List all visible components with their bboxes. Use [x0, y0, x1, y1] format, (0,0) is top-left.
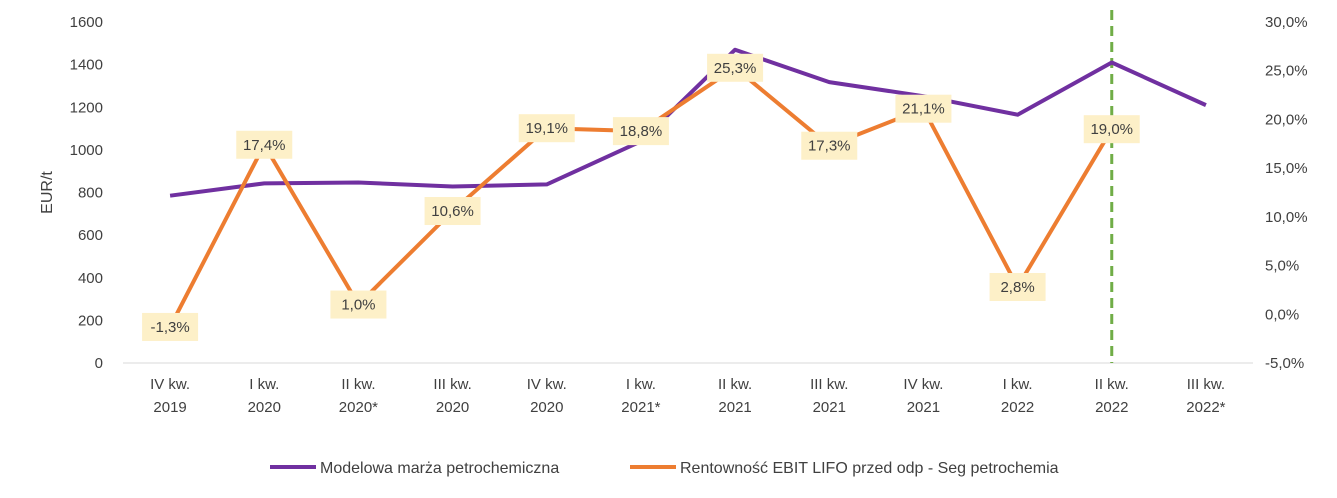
- data-label: 10,6%: [431, 203, 474, 220]
- data-label: 1,0%: [341, 297, 375, 314]
- data-label-box: [612, 117, 669, 146]
- y2-tick-label: 10,0%: [1265, 209, 1308, 226]
- y2-tick-label: 25,0%: [1265, 63, 1308, 80]
- data-label: 19,0%: [1090, 121, 1133, 138]
- y2-axis-ticks: -5,0% 0,0% 5,0% 10,0% 15,0% 20,0% 25,0% 30,0%: [1265, 14, 1308, 372]
- data-label: -1,3%: [150, 319, 189, 336]
- x-tick-label: I kw. 2020: [248, 376, 281, 416]
- y2-tick-label: -5,0%: [1265, 355, 1304, 372]
- data-label-box: [142, 312, 199, 341]
- legend: Modelowa marża petrochemiczna Rentowność…: [270, 460, 1059, 477]
- y-tick-label: 1400: [70, 57, 103, 74]
- data-label-box: [801, 131, 858, 160]
- legend-label-rentownosc: Rentowność EBIT LIFO przed odp - Seg pet…: [680, 460, 1059, 477]
- y2-tick-label: 15,0%: [1265, 160, 1308, 177]
- data-label: 21,1%: [902, 101, 945, 118]
- data-label: 18,8%: [620, 123, 663, 140]
- y2-tick-label: 20,0%: [1265, 111, 1308, 128]
- data-label-box: [424, 197, 481, 226]
- y-tick-label: 800: [78, 185, 103, 202]
- y-tick-label: 400: [78, 270, 103, 287]
- x-tick-label: I kw. 2022: [1001, 376, 1034, 416]
- data-label: 2,8%: [1000, 279, 1034, 296]
- x-tick-label: III kw. 2022*: [1186, 376, 1225, 416]
- data-label-box: [236, 130, 293, 159]
- y2-tick-label: 5,0%: [1265, 258, 1299, 275]
- series-line-marza: [169, 47, 1207, 198]
- x-tick-label: IV kw. 2020: [527, 376, 567, 416]
- x-tick-label: I kw. 2021*: [621, 376, 660, 416]
- x-tick-label: IV kw. 2019: [150, 376, 190, 416]
- y-tick-label: 0: [95, 355, 103, 372]
- data-label-box: [989, 273, 1046, 302]
- y2-tick-label: 0,0%: [1265, 306, 1299, 323]
- y-axis-ticks: 0 200 400 600 800 1000 1200 1400 1600: [70, 14, 103, 372]
- y-axis-title: EUR/t: [39, 171, 56, 214]
- x-tick-label: II kw. 2021: [718, 376, 752, 416]
- data-label: 17,3%: [808, 138, 851, 155]
- x-axis-ticks: IV kw. 2019 I kw. 2020 II kw. 2020* III kw. 202…: [150, 376, 1226, 416]
- x-tick-label: II kw. 2020*: [339, 376, 378, 416]
- x-tick-label: IV kw. 2021: [903, 376, 943, 416]
- y-tick-label: 1000: [70, 142, 103, 159]
- y-tick-label: 200: [78, 312, 103, 329]
- y-tick-label: 600: [78, 227, 103, 244]
- data-label-box: [330, 290, 387, 319]
- data-label-box: [1083, 115, 1140, 144]
- x-tick-label: III kw. 2020: [433, 376, 471, 416]
- data-labels: -1,3% 17,4% 1,0% 10,6% 19,1% 18,8% 25,3% 17,3% 2…: [142, 53, 1140, 341]
- x-tick-label: II kw. 2022: [1095, 376, 1129, 416]
- legend-label-marza: Modelowa marża petrochemiczna: [320, 460, 559, 477]
- data-label-box: [518, 114, 575, 143]
- y-tick-label: 1200: [70, 99, 103, 116]
- x-tick-label: III kw. 2021: [810, 376, 848, 416]
- data-label: 25,3%: [714, 60, 757, 77]
- data-label: 17,4%: [243, 137, 286, 154]
- data-label-box: [707, 53, 764, 82]
- data-label-box: [895, 94, 952, 123]
- y-tick-label: 1600: [70, 14, 103, 31]
- data-label: 19,1%: [525, 120, 568, 137]
- y2-tick-label: 30,0%: [1265, 14, 1308, 31]
